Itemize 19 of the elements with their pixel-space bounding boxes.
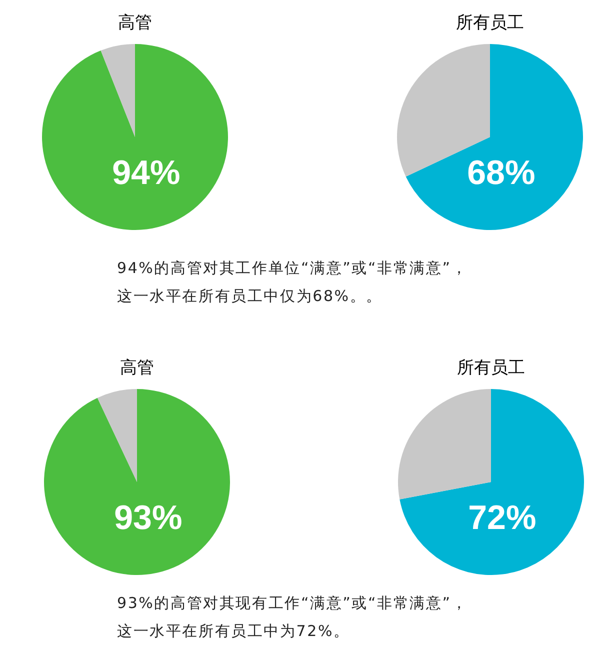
chart-title: 所有员工 (456, 13, 524, 33)
pie-slice (42, 44, 228, 230)
pie-slice (400, 389, 584, 575)
text: 这一水平在所有员工中为72%。 (117, 621, 351, 642)
pie-slice (398, 389, 491, 500)
chart-title: 所有员工 (457, 358, 525, 378)
pie-slice (100, 44, 135, 137)
text: 这一水平在所有员工中仅为68%。。 (117, 286, 384, 307)
chart-title: 高管 (118, 13, 152, 33)
pie-slice (406, 44, 583, 230)
text: 94%的高管对其工作单位“满意”或“非常满意”， (117, 258, 468, 279)
pie-slice (44, 389, 230, 575)
data-label: 68% (467, 154, 536, 192)
data-label: 93% (114, 499, 182, 538)
data-label: 72% (468, 499, 536, 538)
data-label: 94% (112, 154, 180, 192)
chart-title: 高管 (120, 358, 154, 378)
text: 93%的高管对其现有工作“满意”或“非常满意”， (117, 593, 468, 614)
pie-slice (97, 389, 137, 482)
